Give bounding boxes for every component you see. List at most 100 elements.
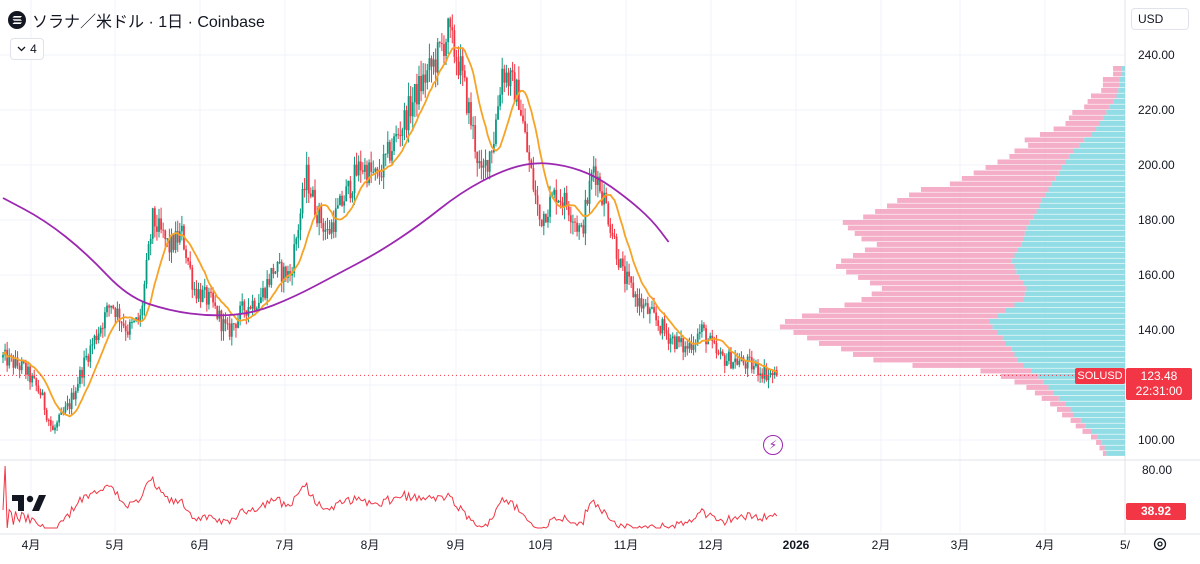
candle-up [382, 153, 385, 178]
candle-down [316, 215, 318, 224]
candle-down [16, 357, 19, 366]
candle-down [582, 225, 585, 234]
candle-up [418, 75, 420, 105]
volume-profile-bar-down [1082, 429, 1091, 434]
chart-header: ソラナ／米ドル · 1日 · Coinbase [8, 8, 265, 32]
candle-up [619, 258, 622, 268]
candle-down [210, 291, 212, 293]
candle-up [278, 261, 281, 263]
candle-up [478, 161, 481, 164]
candle-up [149, 238, 152, 245]
volume-profile-bar-down [1014, 379, 1044, 385]
candle-down [118, 308, 121, 322]
candle-up [374, 168, 377, 172]
candle-up [495, 119, 497, 144]
candle-up [197, 289, 200, 299]
candle-down [682, 338, 685, 353]
candle-up [79, 369, 81, 385]
candle-up [266, 278, 269, 299]
currency-selector[interactable]: USD [1131, 8, 1189, 30]
candle-up [106, 305, 108, 313]
candle-up [590, 172, 593, 181]
candle-up [147, 244, 150, 260]
candle-down [480, 161, 483, 168]
volume-profile-bar-down [853, 253, 1015, 258]
candle-up [293, 244, 296, 274]
candle-up [671, 336, 674, 339]
candle-up [709, 335, 712, 341]
candle-up [54, 427, 56, 431]
candle-down [52, 425, 54, 431]
x-axis-tick-label: 5/ [1120, 538, 1131, 552]
lightning-icon[interactable]: ⚡ [763, 435, 783, 455]
candle-up [351, 192, 354, 199]
volume-profile-bar-down [853, 352, 1015, 357]
volume-profile-bar-up [1116, 93, 1125, 99]
volume-profile-bar-up [1019, 275, 1125, 280]
candle-down [187, 257, 190, 262]
indicator-collapse-button[interactable]: 4 [10, 38, 44, 60]
candle-up [93, 335, 96, 344]
candle-down [434, 59, 437, 73]
volume-profile-bar-down [909, 192, 1046, 198]
candle-down [621, 258, 624, 267]
candle-down [232, 323, 235, 325]
volume-profile-bar-up [1101, 440, 1125, 445]
candle-up [395, 134, 398, 137]
y-axis-tick-label: 180.00 [1138, 213, 1175, 227]
candle-up [345, 186, 348, 202]
y-axis-tick-label: 140.00 [1138, 323, 1175, 337]
candle-down [284, 266, 287, 279]
candle-down [574, 221, 576, 223]
candle-up [707, 340, 710, 345]
volume-profile-bar-up [1097, 434, 1125, 440]
candle-up [291, 273, 294, 276]
candle-down [748, 356, 751, 358]
candle-up [131, 321, 133, 323]
candle-up [578, 225, 581, 232]
volume-profile-bar-up [1026, 225, 1125, 231]
candle-up [468, 102, 470, 114]
candle-down [214, 302, 217, 306]
x-axis-tick-label: 6月 [191, 538, 210, 552]
volume-profile-bar-down [1099, 445, 1105, 451]
candle-down [594, 166, 597, 185]
candle-down [569, 215, 572, 223]
volume-profile-bar-up [1021, 242, 1125, 247]
tradingview-logo-icon[interactable] [12, 493, 48, 518]
rsi-axis-tick-label: 80.00 [1142, 463, 1172, 477]
candle-up [174, 230, 177, 250]
candle-down [303, 188, 306, 191]
volume-profile-bar-down [1000, 374, 1039, 379]
candle-down [438, 42, 441, 44]
volume-profile-bar-down [793, 330, 998, 335]
volume-profile-bar-up [1006, 308, 1125, 313]
candle-down [601, 191, 603, 205]
volume-profile-bar-up [1079, 143, 1125, 148]
volume-profile-bar-up [1024, 231, 1125, 236]
bar-countdown: 22:31:00 [1135, 384, 1183, 398]
volume-profile-bar-up [1119, 82, 1125, 88]
candle-down [723, 355, 726, 366]
volume-profile-bar-down [1024, 137, 1085, 143]
candle-down [736, 358, 739, 365]
volume-profile-bar-down [876, 242, 1022, 247]
volume-profile-bar-up [1006, 341, 1125, 346]
gear-icon[interactable] [1152, 536, 1168, 557]
volume-profile-bar-down [1102, 77, 1120, 82]
volume-profile-bar-down [875, 209, 1037, 214]
candle-up [767, 374, 770, 381]
volume-profile-bar-up [1033, 214, 1125, 220]
volume-profile-bar-down [985, 165, 1063, 170]
candle-down [191, 267, 194, 290]
volume-profile-bar-up [1023, 236, 1125, 242]
candle-down [449, 18, 452, 28]
volume-profile-bar-up [1024, 291, 1125, 297]
candle-down [599, 176, 601, 192]
candle-down [632, 282, 635, 297]
y-axis-tick-label: 160.00 [1138, 268, 1175, 282]
candle-down [272, 268, 275, 274]
volume-profile-bar-up [1113, 99, 1125, 104]
